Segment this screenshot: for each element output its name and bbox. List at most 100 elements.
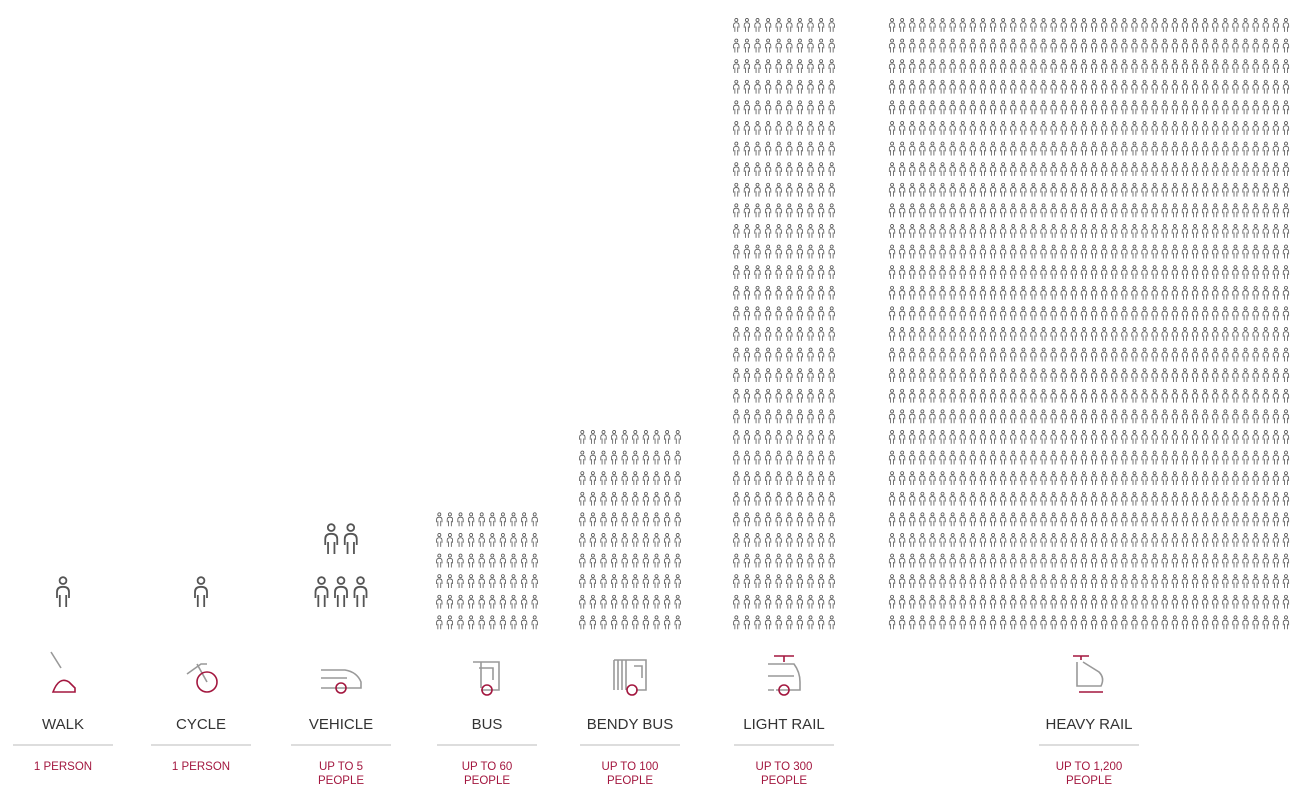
person-icon <box>1090 615 1098 630</box>
person-icon <box>939 574 946 589</box>
person-icon <box>919 533 926 548</box>
person-icon <box>807 59 814 74</box>
person-icon <box>1191 574 1199 589</box>
person-icon <box>1242 141 1249 156</box>
person-icon <box>888 388 896 404</box>
person-icon <box>909 347 916 362</box>
person-icon <box>929 244 936 259</box>
person-icon <box>733 574 740 589</box>
person-icon <box>1222 38 1229 53</box>
value-label: UP TO 1,200 PEOPLE <box>1055 761 1123 787</box>
person-icon <box>1000 574 1007 589</box>
person-icon <box>1171 224 1178 239</box>
person-icon <box>733 491 740 507</box>
person-icon <box>1272 491 1279 507</box>
person-icon <box>1000 553 1007 568</box>
light-rail-icon <box>768 655 801 696</box>
person-icon <box>642 615 650 630</box>
person-icon <box>754 512 761 527</box>
person-icon <box>1222 533 1229 548</box>
person-icon <box>1212 224 1219 239</box>
person-icon <box>786 450 793 465</box>
person-icon <box>1020 162 1027 177</box>
person-icon <box>579 615 586 630</box>
person-icon <box>1020 141 1027 156</box>
person-icon <box>1111 574 1118 589</box>
person-icon <box>1232 553 1239 568</box>
value-label: UP TO 300 PEOPLE <box>755 761 813 787</box>
person-icon <box>1181 594 1189 610</box>
person-icon <box>919 615 926 630</box>
person-icon <box>1282 79 1290 95</box>
person-icon <box>1242 203 1249 218</box>
person-icon <box>775 430 782 445</box>
person-icon <box>807 265 814 280</box>
person-icon <box>1050 430 1057 445</box>
person-icon <box>1101 409 1108 424</box>
person-icon <box>1040 18 1047 33</box>
person-icon <box>1030 594 1037 610</box>
person-icon <box>888 141 896 156</box>
person-icon <box>764 162 772 177</box>
person-icon <box>1232 327 1239 342</box>
person-icon <box>807 368 814 383</box>
person-icon <box>909 368 916 383</box>
person-icon <box>1101 594 1108 610</box>
person-icon <box>1000 141 1007 156</box>
person-icon <box>828 430 835 445</box>
person-icon <box>899 368 906 383</box>
person-icon <box>1000 347 1007 362</box>
person-icon <box>1121 141 1128 156</box>
person-icon <box>1151 574 1158 589</box>
person-icon <box>764 347 772 362</box>
person-icon <box>1272 265 1279 280</box>
person-icon <box>959 306 966 321</box>
person-icon <box>764 553 772 568</box>
person-icon <box>1020 79 1027 95</box>
person-icon <box>1242 121 1249 136</box>
person-icon <box>1070 327 1077 342</box>
person-icon <box>1040 512 1047 527</box>
person-icon <box>949 18 956 33</box>
person-icon <box>1282 327 1290 342</box>
person-icon <box>949 491 956 507</box>
person-icon <box>1151 615 1158 630</box>
person-icon <box>1242 430 1249 445</box>
person-icon <box>754 388 761 404</box>
person-icon <box>979 471 987 486</box>
person-icon <box>817 265 825 280</box>
person-icon <box>775 533 782 548</box>
person-icon <box>520 512 528 527</box>
person-icon <box>1151 430 1158 445</box>
person-icon <box>1010 306 1017 321</box>
person-icon <box>1282 574 1290 589</box>
person-icon <box>817 471 825 486</box>
person-icon <box>1030 553 1037 568</box>
person-icon <box>1141 471 1148 486</box>
person-icon <box>989 533 997 548</box>
person-icon <box>1181 388 1189 404</box>
person-icon <box>1161 38 1168 53</box>
person-icon <box>1171 594 1178 610</box>
person-icon <box>1212 615 1219 630</box>
person-icon <box>743 182 751 198</box>
person-icon <box>436 553 443 568</box>
person-icon <box>1060 162 1067 177</box>
person-icon <box>909 182 916 198</box>
person-icon <box>632 594 639 610</box>
person-icon <box>1141 430 1148 445</box>
person-icon <box>1252 533 1259 548</box>
person-icon <box>610 594 618 610</box>
person-icon <box>775 574 782 589</box>
person-icon <box>1070 491 1077 507</box>
person-icon <box>1171 100 1178 115</box>
person-icon <box>796 347 804 362</box>
person-icon <box>1121 306 1128 321</box>
person-icon <box>1131 615 1138 630</box>
person-icon <box>959 594 966 610</box>
person-icon <box>632 615 639 630</box>
person-icon <box>1252 162 1259 177</box>
person-icon <box>1282 121 1290 136</box>
person-icon <box>754 203 761 218</box>
